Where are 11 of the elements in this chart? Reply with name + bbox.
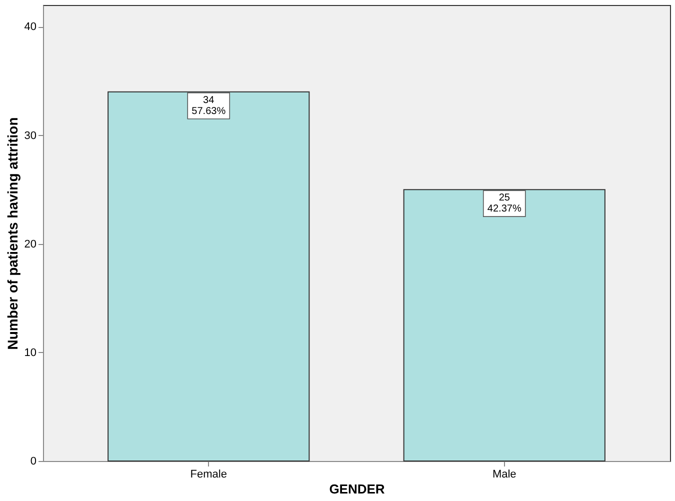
y-tick-label: 30 <box>24 130 36 142</box>
data-label: 34 57.63% <box>192 94 226 117</box>
y-axis-title: Number of patients having attrition <box>4 117 20 350</box>
x-axis-title: GENDER <box>329 482 386 496</box>
y-tick-label: 40 <box>24 21 36 34</box>
y-tick-label: 20 <box>24 238 36 250</box>
x-tick-label: Female <box>190 468 227 480</box>
y-tick-label: 10 <box>24 346 36 359</box>
y-tick-label: 0 <box>30 456 36 468</box>
x-tick-label: Male <box>492 468 516 480</box>
data-label: 25 42.37% <box>487 192 522 215</box>
